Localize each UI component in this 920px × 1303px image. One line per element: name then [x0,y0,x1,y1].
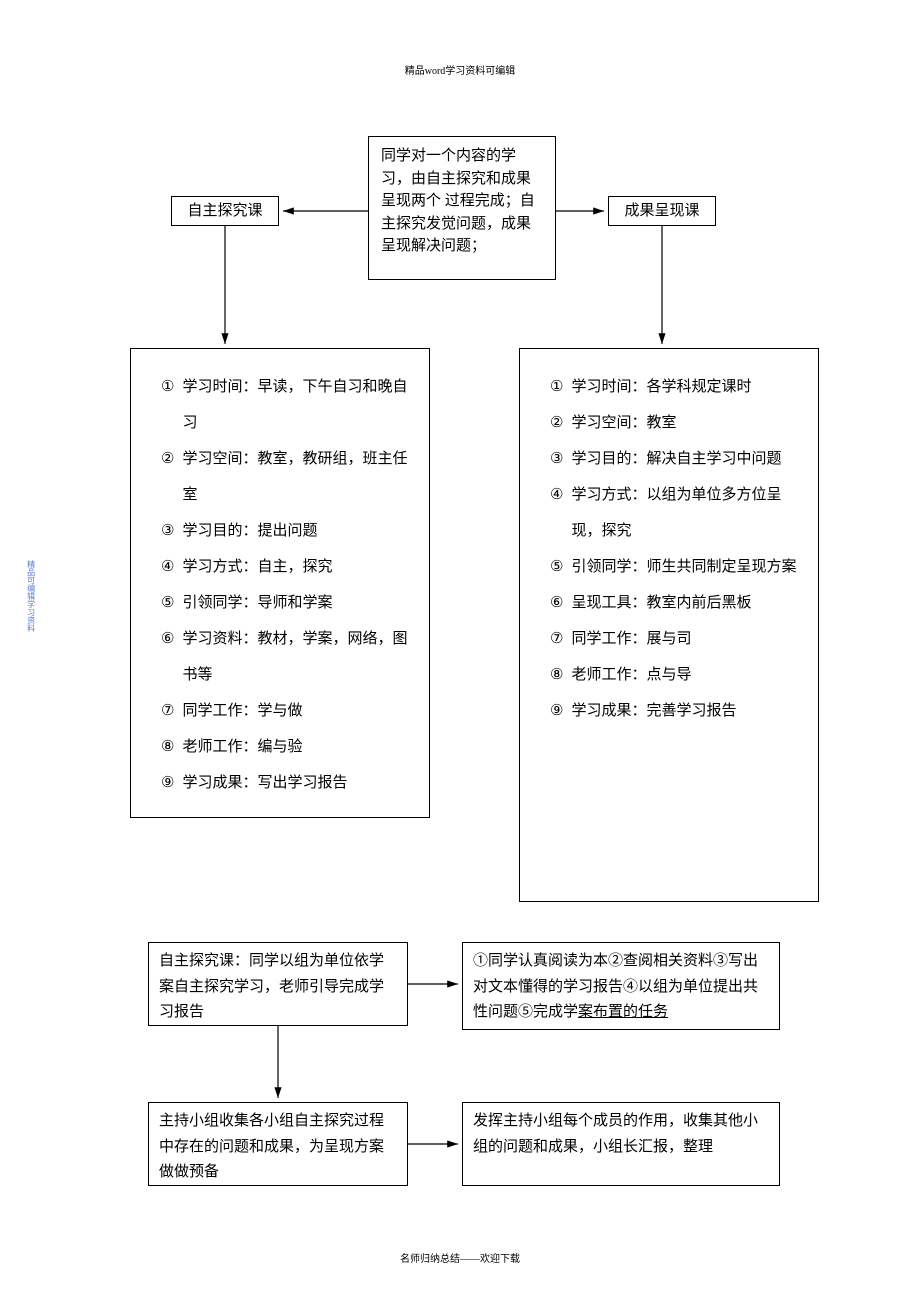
page-header: 精品word学习资料可编辑 [0,62,920,77]
list-item: ⑦同学工作：展与司 [550,621,800,657]
list-item-number: ⑧ [550,657,563,693]
list-item-number: ⑦ [161,693,174,729]
page-footer: 名师归纳总结——欢迎下载 [0,1250,920,1265]
bottom-r1c2-text: ①同学认真阅读为本②查阅相关资料③写出对文本懂得的学习报告④以组为单位提出共性问… [473,953,758,1020]
list-item: ⑦同学工作：学与做 [161,693,411,729]
side-label-1: 精品可编辑学习资料 [26,560,36,632]
list-item-number: ⑤ [161,585,174,621]
bottom-r2c1-box: 主持小组收集各小组自主探究过程中存在的问题和成果，为呈现方案做做预备 [148,1102,408,1186]
list-item: ③学习目的：提出问题 [161,513,411,549]
list-item-text: 学习成果：写出学习报告 [182,765,411,801]
list-item-number: ⑨ [161,765,174,801]
list-item-number: ③ [550,441,563,477]
list-item: ②学习空间：教室 [550,405,800,441]
list-item: ⑨学习成果：写出学习报告 [161,765,411,801]
list-item: ⑥学习资料：教材，学案，网络，图书等 [161,621,411,693]
list-item: ①学习时间：早读，下午自习和晚自习 [161,369,411,441]
list-item: ⑧老师工作：编与验 [161,729,411,765]
list-item-number: ① [550,369,563,405]
page: 精品word学习资料可编辑 精品可编辑学习资料 同学对一个内容的学习，由自主探究… [0,0,920,1303]
list-item-text: 学习方式：以组为单位多方位呈现，探究 [571,477,800,549]
list-item-text: 学习时间：早读，下午自习和晚自习 [182,369,411,441]
list-item: ⑨学习成果：完善学习报告 [550,693,800,729]
list-item-text: 学习资料：教材，学案，网络，图书等 [182,621,411,693]
list-item-text: 学习成果：完善学习报告 [571,693,800,729]
list-item-number: ④ [161,549,174,585]
list-item: ⑥呈现工具：教室内前后黑板 [550,585,800,621]
list-item-number: ⑤ [550,549,563,585]
top-right-box: 成果呈现课 [608,196,716,226]
list-item-number: ③ [161,513,174,549]
list-item-text: 学习时间：各学科规定课时 [571,369,800,405]
list-item-number: ① [161,369,174,441]
list-item-text: 学习空间：教室，教研组，班主任室 [182,441,411,513]
list-item-text: 同学工作：展与司 [571,621,800,657]
top-center-box: 同学对一个内容的学习，由自主探究和成果 呈现两个 过程完成；自主探究发觉问题，成… [368,136,556,280]
list-item-text: 老师工作：编与验 [182,729,411,765]
top-left-box: 自主探究课 [171,196,279,226]
list-item-text: 呈现工具：教室内前后黑板 [571,585,800,621]
list-item-number: ② [550,405,563,441]
list-item-number: ② [161,441,174,513]
bottom-r1c1-box: 自主探究课：同学以组为单位依学案自主探究学习，老师引导完成学习报告 [148,942,408,1026]
list-item-text: 老师工作：点与导 [571,657,800,693]
list-item-number: ⑨ [550,693,563,729]
list-item-text: 同学工作：学与做 [182,693,411,729]
list-item-text: 学习空间：教室 [571,405,800,441]
list-item: ⑤引领同学：导师和学案 [161,585,411,621]
list-item-text: 学习目的：提出问题 [182,513,411,549]
left-list-box: ①学习时间：早读，下午自习和晚自习②学习空间：教室，教研组，班主任室③学习目的：… [130,348,430,818]
list-item-text: 引领同学：师生共同制定呈现方案 [571,549,800,585]
list-item: ⑤引领同学：师生共同制定呈现方案 [550,549,800,585]
list-item: ④学习方式：自主，探究 [161,549,411,585]
list-item-number: ⑧ [161,729,174,765]
bottom-r2c2-box: 发挥主持小组每个成员的作用，收集其他小组的问题和成果，小组长汇报，整理 [462,1102,780,1186]
list-item-text: 学习目的：解决自主学习中问题 [571,441,800,477]
list-item-text: 引领同学：导师和学案 [182,585,411,621]
list-item: ④学习方式：以组为单位多方位呈现，探究 [550,477,800,549]
list-item: ③学习目的：解决自主学习中问题 [550,441,800,477]
list-item-text: 学习方式：自主，探究 [182,549,411,585]
list-item-number: ⑥ [161,621,174,693]
list-item: ⑧老师工作：点与导 [550,657,800,693]
list-item-number: ⑥ [550,585,563,621]
list-item: ②学习空间：教室，教研组，班主任室 [161,441,411,513]
right-list-box: ①学习时间：各学科规定课时②学习空间：教室③学习目的：解决自主学习中问题④学习方… [519,348,819,902]
list-item-number: ④ [550,477,563,549]
list-item: ①学习时间：各学科规定课时 [550,369,800,405]
bottom-r1c2-box: ①同学认真阅读为本②查阅相关资料③写出对文本懂得的学习报告④以组为单位提出共性问… [462,942,780,1030]
list-item-number: ⑦ [550,621,563,657]
